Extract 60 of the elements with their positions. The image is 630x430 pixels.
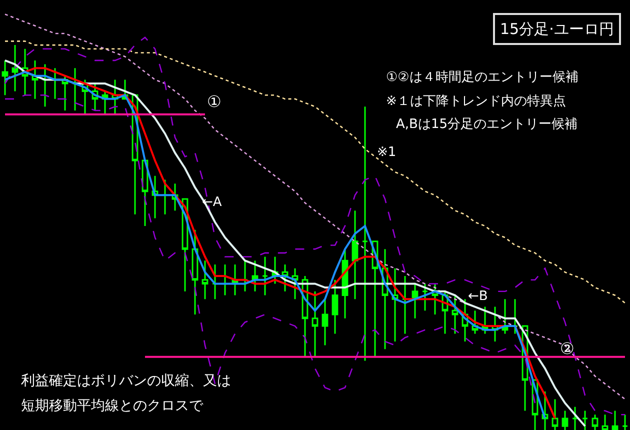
candlestick [492, 306, 498, 342]
candlestick [392, 268, 398, 342]
candlestick [592, 414, 598, 430]
annotation: 利益確定はボリバンの収縮、又は [21, 373, 231, 389]
candlestick [412, 282, 418, 320]
annotation: A,Bは15分足のエントリー候補 [396, 117, 578, 132]
candlestick [262, 256, 268, 296]
candlestick [452, 294, 458, 335]
chart-title: 15分足·ユーロ円 [500, 20, 614, 38]
candlestick [172, 182, 178, 212]
candlestick [542, 390, 548, 430]
candlestick [32, 60, 38, 100]
candlestick [252, 260, 258, 292]
candlestick [92, 82, 98, 112]
candlestick [472, 310, 478, 335]
candlestick [332, 279, 338, 335]
candlestick [372, 240, 378, 358]
candlestick [532, 379, 538, 430]
annotation: ② [560, 339, 574, 358]
candlestick [2, 60, 8, 96]
candlestick [42, 64, 48, 108]
candlestick [562, 410, 568, 430]
candlestick [442, 290, 448, 335]
candlestick [552, 398, 558, 430]
candlestick [362, 106, 368, 362]
annotation: ※1 [377, 145, 396, 160]
candlestick [192, 229, 198, 316]
candlestick [12, 44, 18, 92]
candlestick [462, 298, 468, 342]
candlestick [22, 48, 28, 96]
candlestick [202, 260, 208, 300]
candlestick [612, 410, 618, 430]
candlestick [402, 275, 408, 335]
candlestick [602, 414, 608, 430]
candlestick [182, 198, 188, 292]
candlestick [302, 275, 308, 358]
annotation: ①②は４時間足のエントリー候補 [386, 70, 578, 85]
candlestick [282, 264, 288, 292]
candlestick [142, 160, 148, 227]
candlestick [152, 175, 158, 220]
annotation: ① [207, 92, 222, 111]
annotation: ←B [468, 289, 488, 304]
candlestick [512, 298, 518, 335]
candlestick [352, 210, 358, 300]
candlestick [292, 268, 298, 300]
annotation: ※１は下降トレンド内の特異点 [386, 94, 566, 109]
candlestick [572, 406, 578, 430]
candlestick [502, 298, 508, 335]
candlestick [82, 78, 88, 116]
candlestick [212, 264, 218, 300]
candlestick [62, 75, 68, 112]
candlestick [132, 94, 138, 216]
candlestick [312, 290, 318, 358]
annotation: 短期移動平均線とのクロスで [21, 398, 204, 414]
candlestick [322, 298, 328, 346]
candlestick [382, 248, 388, 350]
candlestick [622, 414, 628, 430]
candlestick [422, 282, 428, 312]
candlestick [582, 410, 588, 430]
candlestick [522, 325, 528, 412]
